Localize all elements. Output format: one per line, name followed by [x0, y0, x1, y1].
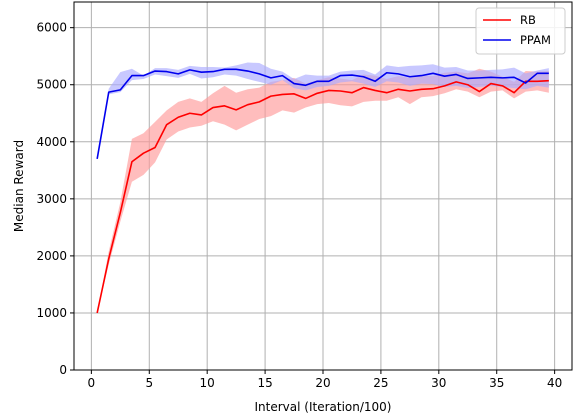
y-axis-label: Median Reward [12, 140, 26, 232]
series-lines [96, 68, 549, 314]
y-tick-label: 1000 [36, 306, 67, 320]
x-tick-label: 25 [373, 376, 388, 390]
x-tick-label: 0 [88, 376, 96, 390]
x-axis-ticks: 0 5 10 15 20 25 30 35 40 [88, 370, 562, 390]
y-tick-label: 2000 [36, 249, 67, 263]
ppam-line [96, 68, 549, 160]
y-axis-ticks: 0 1000 2000 3000 4000 5000 6000 [36, 21, 74, 377]
x-tick-label: 20 [315, 376, 330, 390]
x-tick-label: 15 [257, 376, 272, 390]
y-tick-label: 6000 [36, 21, 67, 35]
y-tick-label: 5000 [36, 78, 67, 92]
x-axis-label: Interval (Iteration/100) [255, 400, 392, 414]
legend-rb-label: RB [520, 13, 536, 27]
x-tick-label: 5 [145, 376, 153, 390]
x-tick-label: 40 [547, 376, 562, 390]
grid-lines [74, 2, 572, 371]
x-tick-label: 10 [200, 376, 215, 390]
x-tick-label: 30 [431, 376, 446, 390]
legend: RB PPAM [475, 7, 566, 55]
y-tick-label: 0 [59, 363, 67, 377]
y-tick-label: 4000 [36, 135, 67, 149]
y-tick-label: 3000 [36, 192, 67, 206]
x-tick-label: 35 [489, 376, 504, 390]
rb-line [96, 79, 549, 314]
legend-ppam-label: PPAM [520, 33, 551, 47]
